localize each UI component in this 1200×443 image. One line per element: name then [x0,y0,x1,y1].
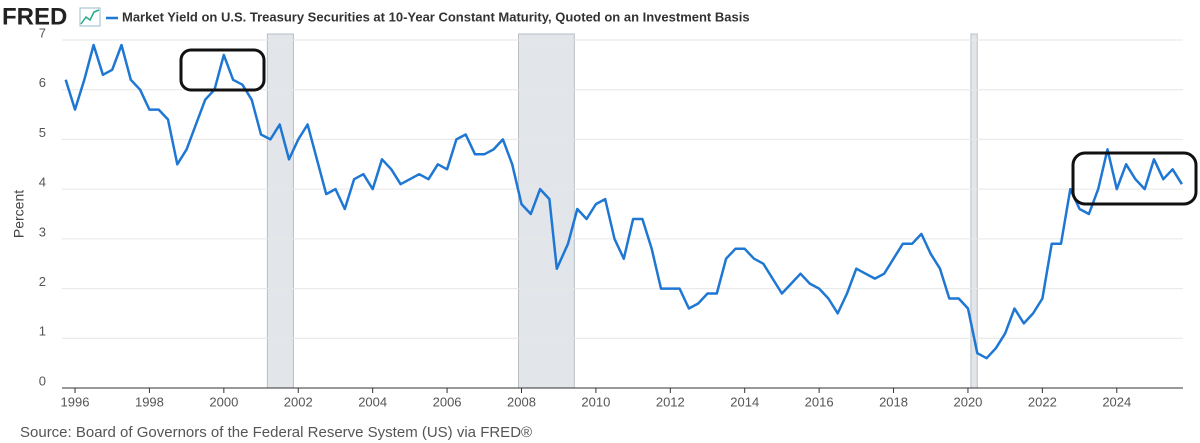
y-tick-label: 0 [39,373,46,388]
y-tick-label: 2 [39,274,46,289]
y-axis-label: Percent [11,190,27,238]
x-tick-label: 2020 [953,394,982,409]
y-tick-label: 6 [39,75,46,90]
x-tick-label: 2008 [507,394,536,409]
x-tick-label: 2000 [209,394,238,409]
logo: FRED [2,3,67,30]
recession-shade [518,33,575,389]
x-tick-label: 2014 [730,394,759,409]
y-tick-label: 1 [39,324,46,339]
source: Source: Board of Governors of the Federa… [20,424,532,441]
logo-icon [79,7,101,27]
recession-shade [266,33,294,389]
annotation-box [1071,151,1198,206]
x-tick-label: 2016 [805,394,834,409]
x-tick-label: 2012 [656,394,685,409]
x-tick-label: 2002 [284,394,313,409]
y-tick-label: 4 [39,175,46,190]
x-tick-label: 2004 [358,394,387,409]
x-tick-label: 2024 [1102,394,1131,409]
annotation-box [179,48,266,92]
x-tick-label: 1998 [135,394,164,409]
y-tick-label: 7 [39,25,46,40]
data-line [64,43,1183,360]
legend-label: Market Yield on U.S. Treasury Securities… [122,9,750,24]
plot-area: 0 1 2 3 4 5 6 7 1996 1998 2000 2002 2004 2006 2008 2010… [39,25,1183,409]
y-tick-label: 3 [39,224,46,239]
x-tick-label: 1996 [61,394,90,409]
x-tick-label: 2022 [1028,394,1057,409]
x-tick-label: 2018 [879,394,908,409]
x-tick-label: 2006 [433,394,462,409]
y-tick-label: 5 [39,125,46,140]
x-tick-label: 2010 [581,394,610,409]
